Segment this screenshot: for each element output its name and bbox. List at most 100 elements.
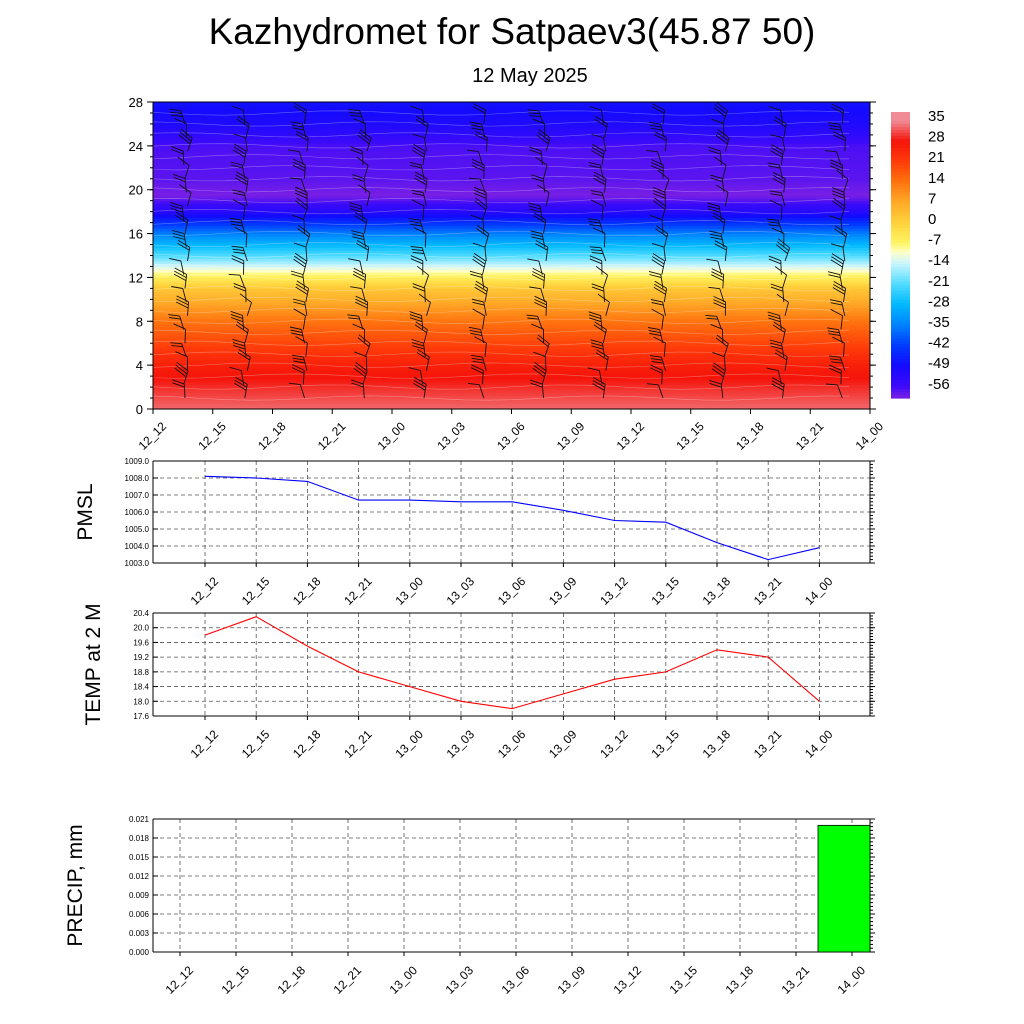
y-tick-label: 1008.0 — [125, 474, 150, 483]
wind-barb — [472, 308, 485, 330]
wind-barb — [470, 354, 487, 371]
wind-barb — [173, 173, 187, 193]
temperature-band — [153, 134, 870, 139]
colorbar-swatch — [891, 323, 910, 328]
colorbar-swatch — [891, 114, 910, 119]
temperature-band — [153, 156, 870, 161]
page-title: Kazhydromet for Satpaev3(45.87 50) — [208, 11, 816, 52]
colorbar-swatch — [891, 171, 910, 176]
colorbar-swatch — [891, 278, 910, 283]
wind-barb — [649, 355, 666, 371]
contour-line — [152, 340, 850, 346]
wind-barb — [591, 283, 605, 303]
temperature-band — [153, 222, 870, 226]
wind-barb — [472, 103, 486, 124]
x-tick-label: 12_21 — [341, 727, 375, 761]
y-tick-label: 20 — [129, 183, 143, 198]
temperature-band — [153, 282, 870, 287]
contour-line — [152, 274, 850, 280]
wind-barb — [411, 339, 426, 357]
temperature-band — [153, 170, 870, 174]
temperature-band — [153, 329, 870, 333]
temperature-band — [153, 367, 870, 372]
wind-barb — [829, 364, 842, 385]
y-tick-label: 12 — [129, 270, 143, 285]
wind-barb — [349, 202, 364, 220]
wind-barb — [529, 286, 546, 303]
temperature-band — [153, 340, 870, 344]
wind-barb — [412, 133, 427, 152]
temperature-band — [153, 280, 870, 284]
gridlines — [153, 819, 870, 952]
wind-barb — [179, 184, 192, 207]
wind-barb — [171, 286, 187, 303]
temperature-band — [153, 178, 870, 183]
temperature-band — [153, 165, 870, 169]
wind-barb — [766, 367, 782, 385]
wind-barb — [353, 362, 368, 385]
y-tick-label: 20.0 — [133, 624, 149, 633]
x-tick-label: 13_12 — [597, 727, 631, 761]
temperature-band — [153, 376, 870, 380]
wind-barb — [353, 118, 366, 138]
wind-barb — [711, 118, 725, 138]
wind-barb — [230, 161, 246, 179]
contour-line — [152, 176, 850, 182]
x-tick-label: 14_00 — [802, 727, 836, 761]
wind-barb — [651, 103, 665, 124]
colorbar-swatch — [891, 231, 910, 235]
temperature-band — [153, 148, 870, 152]
temperature-band — [153, 318, 870, 322]
colorbar-swatch — [891, 189, 910, 194]
wind-barb — [709, 230, 725, 248]
x-tick-label: 13_15 — [667, 963, 701, 997]
wind-barb — [474, 197, 488, 221]
x-tick-label: 13_12 — [614, 419, 648, 453]
wind-barb — [169, 108, 186, 125]
wind-barb — [651, 308, 664, 330]
temperature-band — [153, 162, 870, 166]
x-tick-label: 12_18 — [290, 727, 324, 761]
colorbar-swatch — [891, 177, 910, 182]
y-axis-title: TEMP at 2 M — [82, 603, 105, 725]
colorbar-swatch — [891, 222, 910, 226]
y-tick-label: 19.6 — [133, 638, 149, 647]
x-tick-label: 13_21 — [793, 419, 827, 453]
colorbar-swatch — [891, 359, 910, 363]
colorbar-swatch — [891, 395, 910, 399]
temperature-band — [153, 228, 870, 232]
wind-barb — [827, 271, 843, 289]
temperature-band — [153, 313, 870, 317]
wind-barb — [471, 298, 487, 316]
wind-barb — [650, 159, 664, 179]
wind-barb — [290, 270, 305, 289]
temperature-band — [153, 343, 870, 347]
temperature-band — [153, 200, 870, 205]
y-tick-label: 1009.0 — [125, 457, 150, 466]
wind-barb — [705, 314, 722, 330]
wind-barb — [410, 246, 427, 262]
temperature-band — [153, 277, 870, 281]
wind-barb — [172, 379, 186, 399]
wind-barb — [351, 230, 366, 248]
temperature-band — [153, 140, 870, 144]
wind-barb — [295, 130, 309, 152]
wind-barb — [235, 321, 249, 344]
wind-barb — [287, 149, 304, 166]
pmsl-series-line — [204, 475, 820, 561]
temperature-band — [153, 118, 870, 122]
x-tick-label: 12_21 — [315, 419, 349, 453]
colorbar-swatch — [891, 252, 910, 256]
colorbar-swatch — [891, 195, 910, 199]
temperature-band — [153, 387, 870, 391]
colorbar-swatch — [891, 180, 910, 185]
y-tick-label: 1005.0 — [125, 525, 150, 534]
wind-barb — [469, 270, 485, 289]
colorbar-label: -35 — [928, 314, 950, 331]
colorbar-swatch — [891, 216, 910, 220]
colorbar-swatch — [891, 275, 910, 280]
colorbar-label: 28 — [928, 129, 945, 146]
temperature-band — [153, 370, 870, 374]
wind-barb — [826, 383, 843, 399]
temperature-band — [153, 225, 870, 229]
